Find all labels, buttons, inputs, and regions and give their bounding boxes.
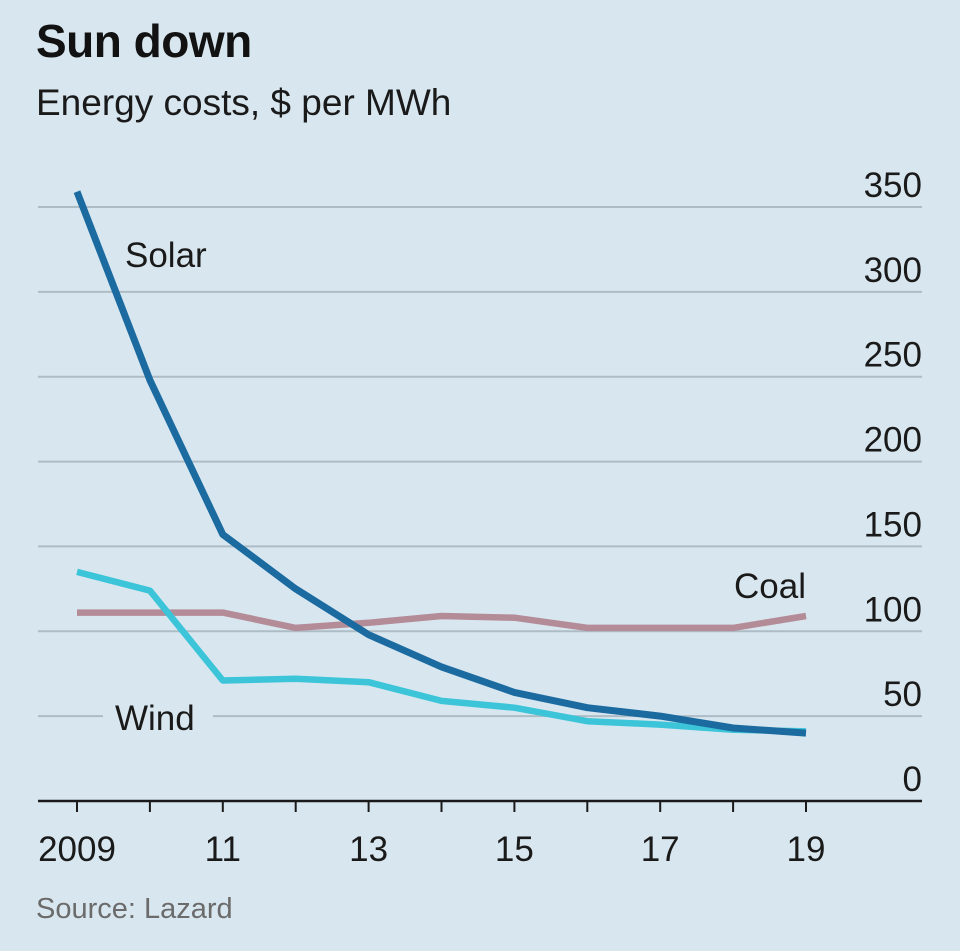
x-tick-label: 11 — [205, 830, 241, 869]
y-axis-labels: 0 50 100 150 200 250 300 350 — [864, 166, 922, 799]
series-lines — [73, 190, 807, 737]
y-tick-label: 150 — [864, 505, 922, 544]
x-tick-label: 2009 — [38, 830, 116, 869]
x-tick-label: 13 — [349, 830, 388, 869]
label-knockout — [103, 698, 213, 740]
y-tick-label: 350 — [864, 166, 922, 205]
x-tick-label: 19 — [787, 830, 826, 869]
chart-title: Sun down — [36, 15, 252, 67]
y-tick-label: 100 — [864, 590, 922, 629]
y-tick-label: 200 — [864, 421, 922, 460]
series-line-wind — [76, 568, 807, 735]
gridlines — [38, 206, 922, 718]
series-labels: Solar Wind Coal — [103, 236, 806, 740]
y-tick-label: 300 — [864, 251, 922, 290]
chart-subtitle: Energy costs, $ per MWh — [36, 82, 452, 123]
x-tick-label: 17 — [641, 830, 680, 869]
x-tick-label: 15 — [495, 830, 534, 869]
x-axis: 2009 11 13 15 17 19 — [38, 799, 922, 869]
y-tick-label: 250 — [864, 336, 922, 375]
series-label-coal: Coal — [734, 567, 806, 606]
source-note: Source: Lazard — [36, 893, 233, 925]
y-tick-label: 50 — [883, 675, 922, 714]
series-line-coal — [77, 609, 807, 632]
series-label-solar: Solar — [125, 236, 207, 275]
series-label-wind: Wind — [115, 699, 195, 738]
y-tick-label: 0 — [903, 760, 922, 799]
series-line-solar — [73, 190, 807, 737]
